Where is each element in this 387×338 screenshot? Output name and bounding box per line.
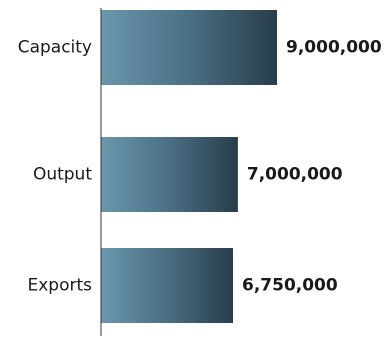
bars-group <box>101 10 277 323</box>
value-label-capacity: 9,000,000 <box>286 38 382 58</box>
category-label-exports: Exports <box>27 276 92 296</box>
value-label-output: 7,000,000 <box>247 165 343 185</box>
value-label-exports: 6,750,000 <box>242 276 338 296</box>
bar-capacity <box>101 10 277 85</box>
labels-group: Capacity 9,000,000 Output 7,000,000 Exports 6… <box>18 38 382 296</box>
bar-exports <box>101 248 233 323</box>
bar-output <box>101 137 238 212</box>
category-label-output: Output <box>33 165 92 185</box>
category-label-capacity: Capacity <box>18 38 92 58</box>
